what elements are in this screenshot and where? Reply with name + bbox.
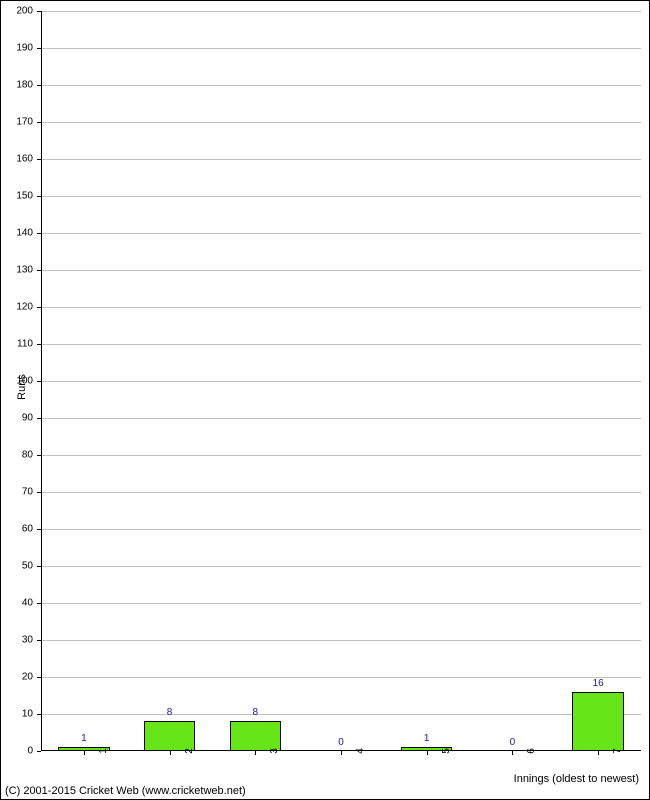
y-tick-label: 10 (22, 709, 41, 720)
gridline (41, 344, 641, 345)
x-tick-label: 6 (512, 748, 537, 754)
bar-value-label: 16 (593, 678, 604, 689)
y-tick-label: 60 (22, 524, 41, 535)
y-tick-label: 70 (22, 487, 41, 498)
x-tick-label: 4 (341, 748, 366, 754)
gridline (41, 455, 641, 456)
y-tick-label: 0 (27, 746, 41, 757)
y-axis-title: Runs (16, 374, 28, 400)
gridline (41, 307, 641, 308)
y-tick-label: 180 (16, 80, 41, 91)
bar (230, 721, 281, 751)
gridline (41, 677, 641, 678)
gridline (41, 159, 641, 160)
plot-area: 0102030405060708090100110120130140150160… (41, 11, 641, 751)
y-tick-label: 200 (16, 6, 41, 17)
x-tick-label: 2 (170, 748, 195, 754)
y-axis-line (41, 11, 42, 751)
chart-container: 0102030405060708090100110120130140150160… (0, 0, 650, 800)
x-tick-label: 7 (598, 748, 623, 754)
gridline (41, 566, 641, 567)
gridline (41, 233, 641, 234)
y-tick-label: 140 (16, 228, 41, 239)
gridline (41, 11, 641, 12)
bar-value-label: 1 (81, 733, 87, 744)
gridline (41, 529, 641, 530)
gridline (41, 714, 641, 715)
copyright-text: (C) 2001-2015 Cricket Web (www.cricketwe… (5, 785, 246, 797)
x-tick-label: 5 (427, 748, 452, 754)
gridline (41, 640, 641, 641)
gridline (41, 196, 641, 197)
bar-value-label: 0 (338, 737, 344, 748)
y-tick-label: 170 (16, 117, 41, 128)
bar (144, 721, 195, 751)
y-tick-label: 120 (16, 302, 41, 313)
y-tick-label: 80 (22, 450, 41, 461)
y-tick-label: 90 (22, 413, 41, 424)
y-tick-label: 50 (22, 561, 41, 572)
y-tick-label: 20 (22, 672, 41, 683)
gridline (41, 418, 641, 419)
gridline (41, 603, 641, 604)
bar (572, 692, 623, 751)
bar-value-label: 0 (510, 737, 516, 748)
bar-value-label: 1 (424, 733, 430, 744)
y-tick-label: 130 (16, 265, 41, 276)
x-axis-title: Innings (oldest to newest) (514, 773, 639, 785)
gridline (41, 381, 641, 382)
y-tick-label: 160 (16, 154, 41, 165)
gridline (41, 48, 641, 49)
gridline (41, 122, 641, 123)
x-tick-label: 1 (84, 748, 109, 754)
y-tick-label: 110 (17, 339, 41, 350)
bar-value-label: 8 (253, 707, 259, 718)
y-tick-label: 190 (16, 43, 41, 54)
y-tick-label: 150 (16, 191, 41, 202)
gridline (41, 85, 641, 86)
gridline (41, 270, 641, 271)
x-tick-label: 3 (255, 748, 280, 754)
bar-value-label: 8 (167, 707, 173, 718)
gridline (41, 492, 641, 493)
y-tick-label: 30 (22, 635, 41, 646)
y-tick-label: 40 (22, 598, 41, 609)
